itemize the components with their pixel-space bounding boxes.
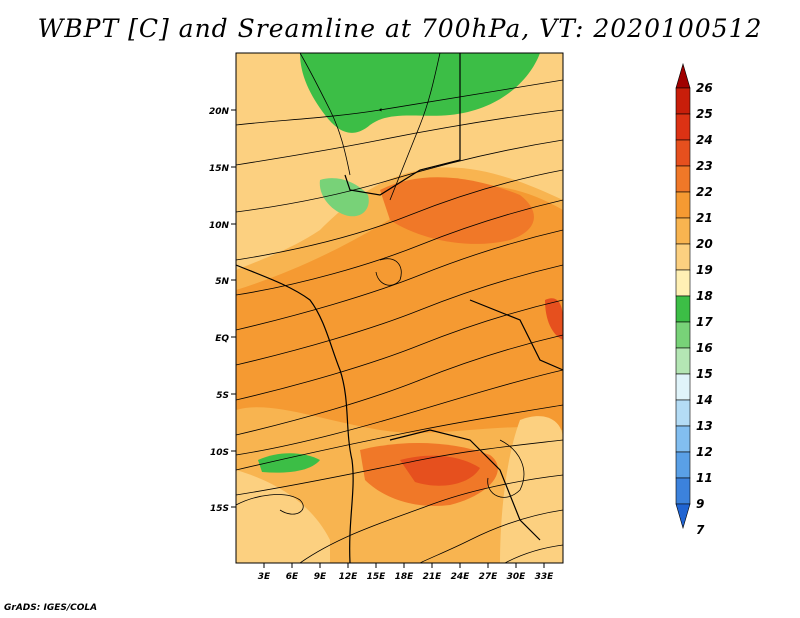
- lat-label: 15N: [209, 164, 230, 174]
- lat-label: 10N: [209, 221, 230, 231]
- lon-label: 21E: [423, 572, 443, 582]
- lon-label: 33E: [535, 572, 555, 582]
- map-title: WBPT [C] and Sreamline at 700hPa, VT: 20…: [37, 14, 763, 43]
- colorbar-segment: [675, 477, 691, 505]
- colorbar-label: 16: [696, 341, 713, 355]
- lon-label: 6E: [286, 572, 299, 582]
- colorbar-segment: [675, 191, 691, 219]
- colorbar-segment: [675, 451, 691, 479]
- colorbar-arrow-bottom: [675, 503, 691, 530]
- colorbar-label: 11: [696, 471, 713, 485]
- colorbar-label: 20: [696, 237, 713, 251]
- lon-label: 3E: [258, 572, 271, 582]
- colorbar-segment: [675, 321, 691, 349]
- colorbar-label: 21: [696, 211, 713, 225]
- colorbar-label: 23: [696, 159, 713, 173]
- lat-label: 15S: [210, 504, 229, 514]
- lat-label: 5N: [215, 277, 229, 287]
- colorbar-label: 9: [696, 497, 704, 511]
- lat-label: EQ: [215, 334, 229, 344]
- country-borders: [236, 53, 563, 563]
- colorbar-segment: [675, 347, 691, 375]
- colorbar-segment: [675, 165, 691, 193]
- colorbar-segment: [675, 217, 691, 245]
- colorbar-label: 13: [696, 419, 713, 433]
- colorbar-segment: [675, 399, 691, 427]
- colorbar-segment: [675, 113, 691, 141]
- grads-credit: GrADS: IGES/COLA: [4, 603, 98, 613]
- colorbar-label: 19: [696, 263, 713, 277]
- colorbar-label: 26: [696, 81, 713, 95]
- colorbar-segment: [675, 87, 691, 115]
- longitude-axis: 3E 6E 9E 12E 15E 18E 21E 24E 27E 30E 33E: [258, 563, 554, 582]
- colorbar: 26 25 24 23 22 21 20 19 18 17 16 15 14 13 12 11 9 7: [675, 62, 713, 537]
- lat-label: 5S: [216, 391, 229, 401]
- colorbar-segment: [675, 295, 691, 323]
- colorbar-segment: [675, 139, 691, 167]
- lon-label: 12E: [339, 572, 359, 582]
- colorbar-segment: [675, 373, 691, 401]
- lon-label: 15E: [367, 572, 387, 582]
- colorbar-label: 18: [696, 289, 713, 303]
- colorbar-label: 7: [696, 523, 705, 537]
- plot-frame: [235, 52, 564, 564]
- colorbar-label: 22: [696, 185, 713, 199]
- lon-label: 18E: [395, 572, 415, 582]
- streamlines: [236, 53, 563, 563]
- colorbar-label: 15: [696, 367, 713, 381]
- colorbar-segment: [675, 269, 691, 297]
- lon-label: 24E: [451, 572, 471, 582]
- lon-label: 27E: [479, 572, 499, 582]
- colorbar-segment: [675, 243, 691, 271]
- latitude-axis: 20N 15N 10N 5N EQ 5S 10S 15S: [209, 107, 236, 514]
- colorbar-label: 24: [696, 133, 713, 147]
- lat-label: 20N: [209, 107, 230, 117]
- lon-label: 9E: [314, 572, 327, 582]
- lat-label: 10S: [210, 448, 229, 458]
- colorbar-label: 14: [696, 393, 713, 407]
- colorbar-arrow-top: [675, 62, 691, 89]
- wbpt-shading: [236, 53, 563, 563]
- colorbar-label: 25: [696, 107, 713, 121]
- colorbar-segment: [675, 425, 691, 453]
- lon-label: 30E: [507, 572, 527, 582]
- colorbar-label: 17: [696, 315, 713, 329]
- colorbar-label: 12: [696, 445, 713, 459]
